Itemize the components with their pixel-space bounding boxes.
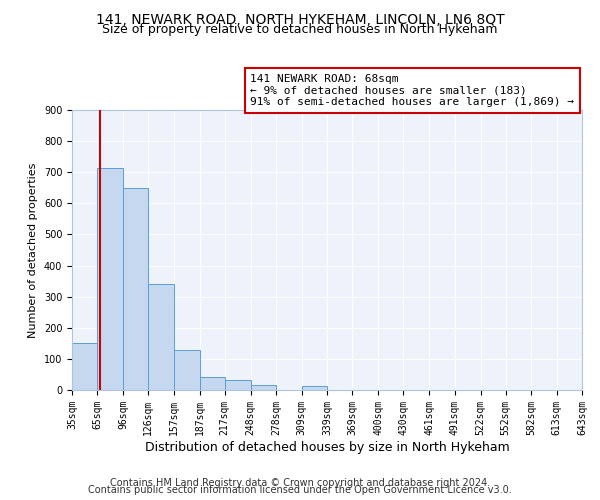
Bar <box>123 188 148 390</box>
Bar <box>302 386 327 390</box>
X-axis label: Distribution of detached houses by size in North Hykeham: Distribution of detached houses by size … <box>145 440 509 454</box>
Text: Contains HM Land Registry data © Crown copyright and database right 2024.: Contains HM Land Registry data © Crown c… <box>110 478 490 488</box>
Bar <box>148 284 175 390</box>
Text: 141, NEWARK ROAD, NORTH HYKEHAM, LINCOLN, LN6 8QT: 141, NEWARK ROAD, NORTH HYKEHAM, LINCOLN… <box>95 12 505 26</box>
Bar <box>251 386 276 390</box>
Text: 141 NEWARK ROAD: 68sqm
← 9% of detached houses are smaller (183)
91% of semi-det: 141 NEWARK ROAD: 68sqm ← 9% of detached … <box>251 74 575 107</box>
Bar <box>97 168 123 390</box>
Text: Contains public sector information licensed under the Open Government Licence v3: Contains public sector information licen… <box>88 485 512 495</box>
Bar <box>199 376 224 390</box>
Bar <box>224 380 251 390</box>
Bar <box>175 350 199 390</box>
Text: Size of property relative to detached houses in North Hykeham: Size of property relative to detached ho… <box>102 22 498 36</box>
Y-axis label: Number of detached properties: Number of detached properties <box>28 162 38 338</box>
Bar <box>72 344 97 390</box>
